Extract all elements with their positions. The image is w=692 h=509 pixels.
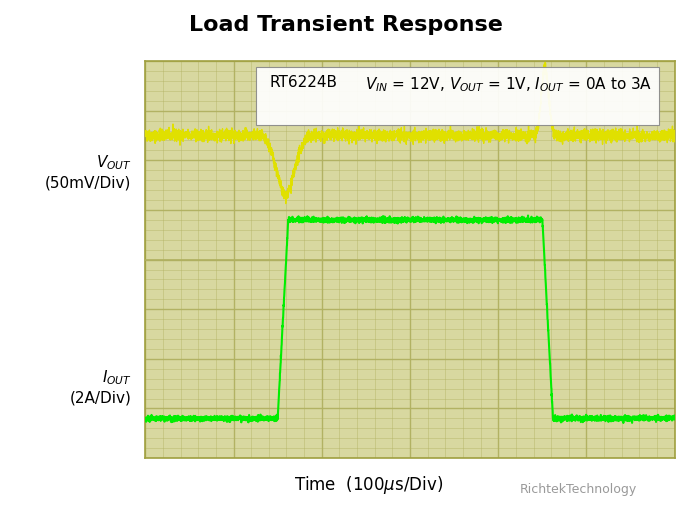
Text: Load Transient Response: Load Transient Response (189, 15, 503, 35)
Text: $V_{IN}$ = 12V, $V_{OUT}$ = 1V, $I_{OUT}$ = 0A to 3A: $V_{IN}$ = 12V, $V_{OUT}$ = 1V, $I_{OUT}… (365, 75, 653, 94)
Text: Time  (100$\mu$s/Div): Time (100$\mu$s/Div) (294, 474, 443, 496)
Text: RichtekTechnology: RichtekTechnology (520, 483, 637, 496)
Text: $I_{OUT}$
(2A/Div): $I_{OUT}$ (2A/Div) (70, 368, 131, 405)
FancyBboxPatch shape (257, 67, 659, 125)
Text: RT6224B: RT6224B (270, 75, 338, 90)
Text: $V_{OUT}$
(50mV/Div): $V_{OUT}$ (50mV/Div) (45, 154, 131, 191)
